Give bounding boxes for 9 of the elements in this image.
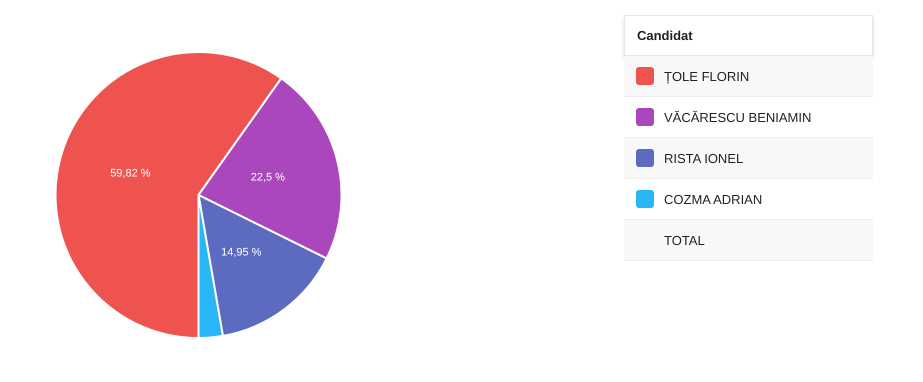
legend-label: COZMA ADRIAN <box>664 192 762 206</box>
legend-label: ȚOLE FLORIN <box>664 68 750 84</box>
legend-label: RISTA IONEL <box>664 150 744 166</box>
text: TOTAL <box>664 232 705 248</box>
data-label: 14,95 % <box>221 246 262 258</box>
legend-title: Candidat <box>624 15 873 56</box>
data-label: 22,5 % <box>250 172 286 184</box>
data-label: 59,82 % <box>110 167 151 180</box>
legend-label: VĂCĂRESCU BENIAMIN <box>664 110 812 124</box>
